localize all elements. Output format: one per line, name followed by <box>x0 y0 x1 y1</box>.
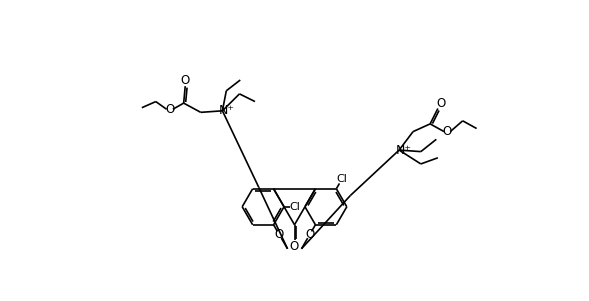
Text: O: O <box>165 103 174 116</box>
Text: O: O <box>436 98 446 110</box>
Text: Cl: Cl <box>289 202 300 212</box>
Text: O: O <box>181 73 190 86</box>
Text: Cl: Cl <box>336 174 347 185</box>
Text: N⁺: N⁺ <box>219 104 235 117</box>
Text: O: O <box>290 240 299 253</box>
Text: O: O <box>305 228 315 240</box>
Text: O: O <box>274 228 284 240</box>
Text: N⁺: N⁺ <box>396 144 412 157</box>
Text: O: O <box>442 125 452 138</box>
